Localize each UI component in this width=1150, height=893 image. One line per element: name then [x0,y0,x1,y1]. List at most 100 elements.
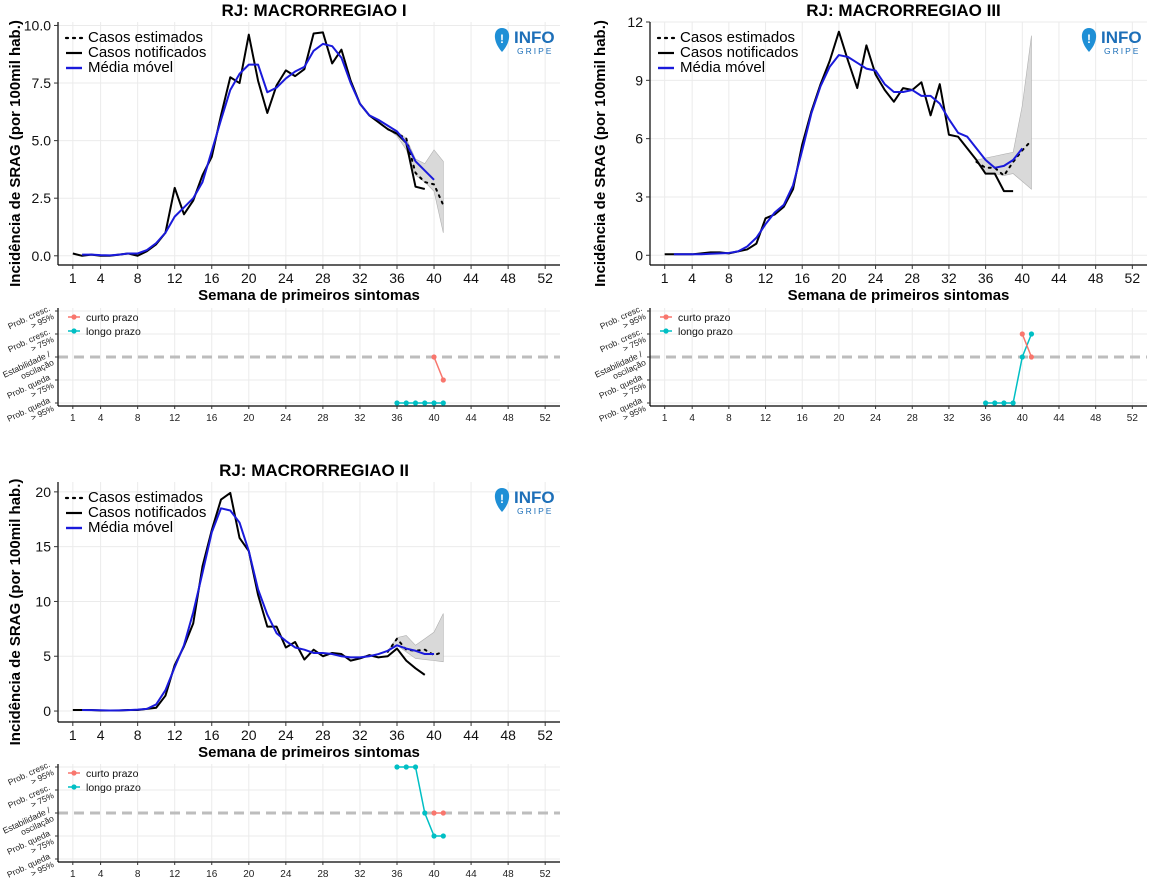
point-longo-prazo [1010,400,1016,406]
x-tick-label: 36 [389,727,405,743]
trend-x-tick-label: 36 [980,413,992,424]
trend-y-tick-label: Prob. queda> 95% [597,395,647,432]
trend-x-tick-label: 48 [1090,413,1102,424]
series-curto-prazo [1021,333,1033,358]
trend-x-tick-label: 44 [1053,413,1065,424]
trend-x-tick-label: 8 [135,869,141,880]
point-longo-prazo [440,833,446,839]
main-gridlines [650,21,1147,265]
y-tick-label: 15 [35,539,51,555]
trend-x-tick-label: 36 [391,413,403,424]
y-tick-label: 6 [635,131,643,147]
trend-x-tick-label: 12 [169,413,181,424]
trend-x-tick-label: 1 [70,413,76,424]
y-tick-label: 5 [43,648,51,664]
chart-title: RJ: MACRORREGIAO I [221,1,406,20]
trend-x-tick-label: 52 [540,869,552,880]
chart-mr1: 1 4 8 12 16 20 24 28 32 36 40 44 48 520.02.55.07.510.… [1,1,560,424]
x-tick-label: 4 [688,270,696,286]
x-tick-label: 20 [241,270,257,286]
trend-x-tick-label: 32 [943,413,955,424]
panel-macrorregiao-i: 1 4 8 12 16 20 24 28 32 36 40 44 48 52 0.0 2.5 5.0 7.5 10.… [0,0,575,440]
legend-dot-longo [71,328,77,334]
series-casos-estimados [386,637,445,657]
trend-x-tick-label: 20 [833,413,845,424]
legend-dot-curto [663,314,669,320]
x-tick-label: 44 [1051,270,1067,286]
legend-dot-longo [663,328,669,334]
x-tick-label: 8 [134,727,142,743]
point-longo-prazo [1001,400,1007,406]
legend-label-estimados: Casos estimados [88,29,203,46]
confidence-band [387,128,444,233]
y-tick-label: 7.5 [32,75,52,91]
series-curto-prazo [433,356,444,381]
legend-dot-curto [71,314,77,320]
x-tick-label: 48 [1088,270,1104,286]
legend-label-longo: longo prazo [86,326,141,338]
trend-x-tick-label: 44 [466,413,478,424]
point-longo-prazo [412,400,419,406]
trend-x-tick-label: 48 [503,413,515,424]
x-tick-label: 48 [500,727,516,743]
legend-label-longo: longo prazo [678,326,733,338]
trend-legend: curto prazo longo prazo [68,768,141,794]
x-tick-label: 32 [352,727,368,743]
trend-x-tick-label: 40 [428,869,440,880]
y-tick-label: 0 [43,703,51,719]
series-longo-prazo [985,333,1033,404]
trend-x-tick-label: 4 [98,869,104,880]
point-curto-prazo [440,810,446,816]
point-longo-prazo [983,400,989,406]
main-gridlines [58,482,560,722]
logo-subword: GRIPE [517,506,553,516]
y-tick-label: 10 [35,593,51,609]
point-longo-prazo [422,810,428,816]
trend-x-tick-label: 24 [280,869,292,880]
trend-x-tick-label: 12 [760,413,772,424]
trend-x-tick-label: 1 [662,413,668,424]
y-tick-label: 12 [627,14,643,30]
trend-x-tick-label: 20 [243,869,255,880]
y-tick-label: 5.0 [32,133,52,149]
panel-macrorregiao-iii: 1 4 8 12 16 20 24 28 32 36 40 44 48 52 0 3 6 9 12 RJ: MACRO… [585,0,1150,440]
trend-x-tick-label: 8 [726,413,732,424]
trend-x-tick-label: 20 [243,413,255,424]
point-longo-prazo [412,764,419,770]
trend-y-tick-label: Prob. queda> 95% [5,851,55,888]
point-longo-prazo [431,833,437,839]
legend-dot-longo [71,784,77,790]
trend-gridlines [650,308,1147,406]
x-tick-label: 1 [69,270,77,286]
point-curto-prazo [431,354,437,360]
trend-x-tick-label: 28 [317,869,329,880]
x-tick-label: 4 [97,727,105,743]
trend-x-tick-label: 4 [689,413,695,424]
point-curto-prazo [1028,354,1035,360]
trend-x-tick-label: 12 [169,869,181,880]
logo-word: INFO [1101,28,1142,47]
x-tick-label: 16 [204,270,220,286]
x-axis-label: Semana de primeiros sintomas [788,287,1010,304]
chart-title: RJ: MACRORREGIAO III [806,1,1001,20]
y-axis-label: Incidência de SRAG (por 100mil hab.) [7,20,24,287]
legend-label-notificados: Casos notificados [88,44,206,61]
x-tick-label: 52 [537,727,553,743]
point-curto-prazo [1019,331,1025,337]
chart-title: RJ: MACRORREGIAO II [219,461,409,480]
x-tick-label: 40 [426,270,442,286]
exclamation-icon: ! [500,32,504,46]
x-tick-label: 52 [537,270,553,286]
trend-legend: curto prazo longo prazo [68,312,141,338]
map-pin-icon [494,28,510,52]
x-tick-label: 32 [941,270,957,286]
trend-x-tick-label: 16 [797,413,809,424]
point-longo-prazo [394,400,400,406]
x-tick-label: 44 [463,270,479,286]
